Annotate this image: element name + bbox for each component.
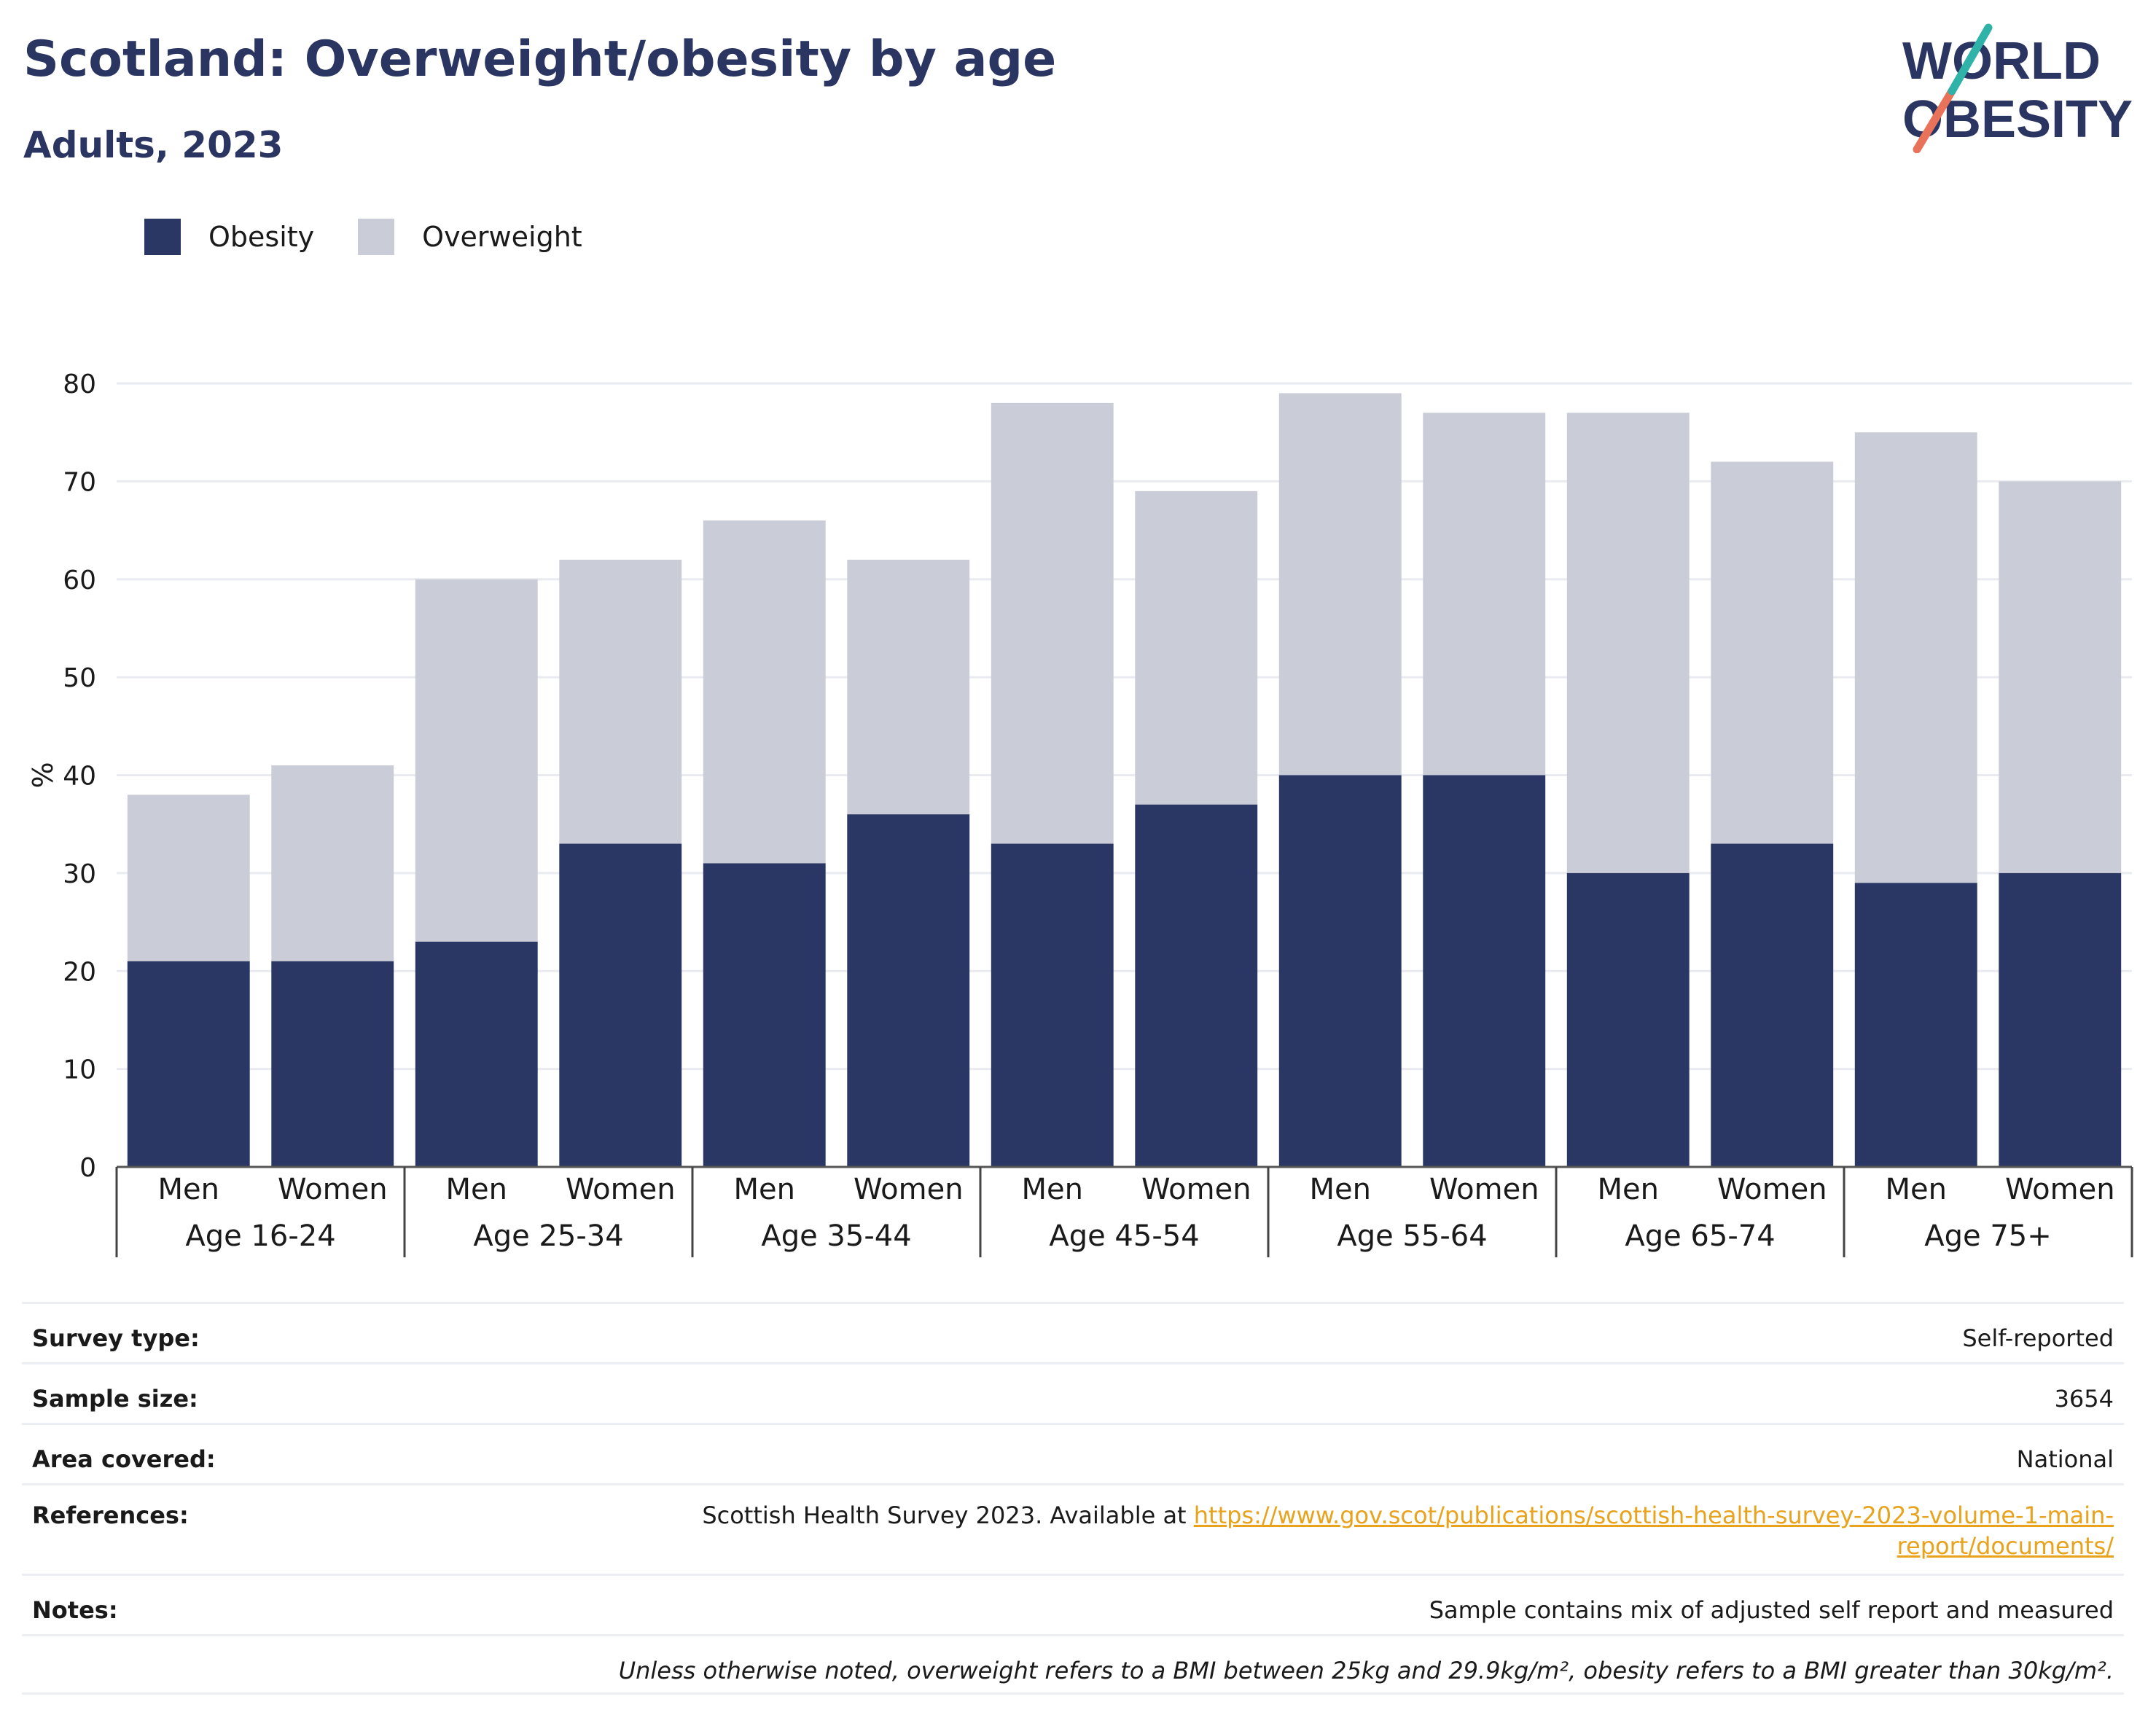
y-tick-label: 20 — [63, 957, 96, 987]
bar-obesity — [1135, 804, 1258, 1167]
group-label: Age 16-24 — [185, 1219, 335, 1253]
bar-obesity — [1999, 872, 2122, 1167]
bar-overweight — [271, 765, 394, 961]
x-tick-label: Women — [2005, 1173, 2115, 1206]
x-tick-label: Men — [1022, 1173, 1083, 1206]
legend-item-overweight: Overweight — [358, 219, 582, 255]
bar-obesity — [1854, 883, 1977, 1167]
chart-subtitle: Adults, 2023 — [23, 124, 284, 166]
group-label: Age 45-54 — [1049, 1219, 1199, 1253]
references-value: Scottish Health Survey 2023. Available a… — [656, 1500, 2114, 1574]
y-tick-label: 30 — [63, 859, 96, 889]
x-tick-label: Men — [734, 1173, 795, 1206]
info-row-area: Area covered: National — [22, 1423, 2124, 1483]
x-tick-label: Women — [854, 1173, 964, 1206]
y-tick-label: 70 — [63, 467, 96, 497]
info-row-sample-size: Sample size: 3654 — [22, 1362, 2124, 1423]
bar-obesity — [703, 863, 826, 1167]
bar-overweight — [1278, 393, 1402, 776]
bar-overweight — [847, 559, 970, 815]
bar-overweight — [415, 579, 538, 942]
notes-value: Sample contains mix of adjusted self rep… — [1429, 1596, 2114, 1624]
bar-obesity — [559, 843, 682, 1167]
notes-label: Notes: — [32, 1596, 118, 1624]
y-tick-label: 40 — [63, 762, 96, 792]
bar-obesity — [1566, 872, 1690, 1167]
info-row-references: References: Scottish Health Survey 2023.… — [22, 1483, 2124, 1574]
logo-line1: WORLD — [1902, 32, 2101, 90]
info-row-survey-type: Survey type: Self-reported — [22, 1302, 2124, 1362]
logo-line2: OBESITY — [1902, 90, 2133, 149]
x-tick-label: Men — [1310, 1173, 1371, 1206]
bar-obesity — [1423, 775, 1546, 1167]
area-covered-value: National — [2016, 1445, 2114, 1473]
bar-overweight — [703, 520, 826, 864]
legend-swatch-overweight — [358, 219, 395, 255]
bar-obesity — [991, 843, 1114, 1167]
bar-overweight — [1999, 481, 2122, 873]
info-row-notes: Notes: Sample contains mix of adjusted s… — [22, 1574, 2124, 1634]
bar-overweight — [1135, 491, 1258, 805]
bar-obesity — [1278, 775, 1402, 1167]
x-tick-label: Women — [1429, 1173, 1539, 1206]
bar-obesity — [415, 941, 538, 1167]
y-tick-label: 80 — [63, 370, 96, 399]
x-tick-label: Men — [446, 1173, 507, 1206]
group-label: Age 35-44 — [761, 1219, 911, 1253]
bmi-definition-note: Unless otherwise noted, overweight refer… — [618, 1657, 2114, 1684]
legend-label-obesity: Obesity — [208, 221, 315, 253]
bar-overweight — [1423, 413, 1546, 776]
bar-obesity — [271, 961, 394, 1167]
info-row-definition: Unless otherwise noted, overweight refer… — [22, 1634, 2124, 1695]
bar-overweight — [991, 402, 1114, 844]
references-link[interactable]: https://www.gov.scot/publications/scotti… — [1193, 1501, 2114, 1560]
x-tick-label: Women — [566, 1173, 676, 1206]
x-tick-label: Women — [278, 1173, 388, 1206]
references-text: Scottish Health Survey 2023. Available a… — [702, 1501, 1194, 1529]
y-axis-label: % — [27, 762, 59, 788]
bar-obesity — [1711, 843, 1834, 1167]
bar-overweight — [1854, 432, 1977, 883]
bar-overweight — [127, 794, 250, 961]
bar-overweight — [1566, 413, 1690, 873]
group-label: Age 65-74 — [1625, 1219, 1775, 1253]
x-tick-label: Men — [158, 1173, 219, 1206]
logo-slash-upper — [1948, 23, 1993, 95]
bar-obesity — [847, 814, 970, 1167]
group-label: Age 55-64 — [1337, 1219, 1487, 1253]
group-label: Age 75+ — [1924, 1219, 2052, 1253]
survey-type-label: Survey type: — [32, 1324, 200, 1352]
legend-label-overweight: Overweight — [422, 221, 582, 253]
y-tick-label: 50 — [63, 663, 96, 693]
legend-item-obesity: Obesity — [144, 219, 314, 255]
sample-size-label: Sample size: — [32, 1385, 198, 1413]
bar-overweight — [559, 559, 682, 844]
references-label: References: — [32, 1501, 189, 1529]
area-covered-label: Area covered: — [32, 1445, 216, 1473]
y-tick-label: 10 — [63, 1055, 96, 1085]
bar-overweight — [1711, 461, 1834, 844]
x-tick-label: Men — [1598, 1173, 1659, 1206]
survey-info-table: Survey type: Self-reported Sample size: … — [22, 1302, 2124, 1695]
bar-chart: 0 10 20 30 40 50 60 70 80% Men Women Men Women Men Wom… — [27, 370, 2133, 1257]
chart-legend: Obesity Overweight — [144, 219, 626, 255]
x-tick-label: Men — [1886, 1173, 1947, 1206]
legend-swatch-obesity — [144, 219, 181, 255]
survey-type-value: Self-reported — [1962, 1324, 2114, 1352]
logo-slash-lower — [1913, 87, 1956, 153]
bar-obesity — [127, 961, 250, 1167]
world-obesity-logo: WORLD OBESITY — [1902, 23, 2133, 153]
y-tick-label: 60 — [63, 566, 96, 595]
x-tick-label: Women — [1141, 1173, 1251, 1206]
x-tick-label: Women — [1717, 1173, 1827, 1206]
group-label: Age 25-34 — [473, 1219, 623, 1253]
sample-size-value: 3654 — [2054, 1385, 2114, 1413]
chart-title: Scotland: Overweight/obesity by age — [23, 31, 1057, 88]
y-tick-label: 0 — [79, 1153, 96, 1183]
